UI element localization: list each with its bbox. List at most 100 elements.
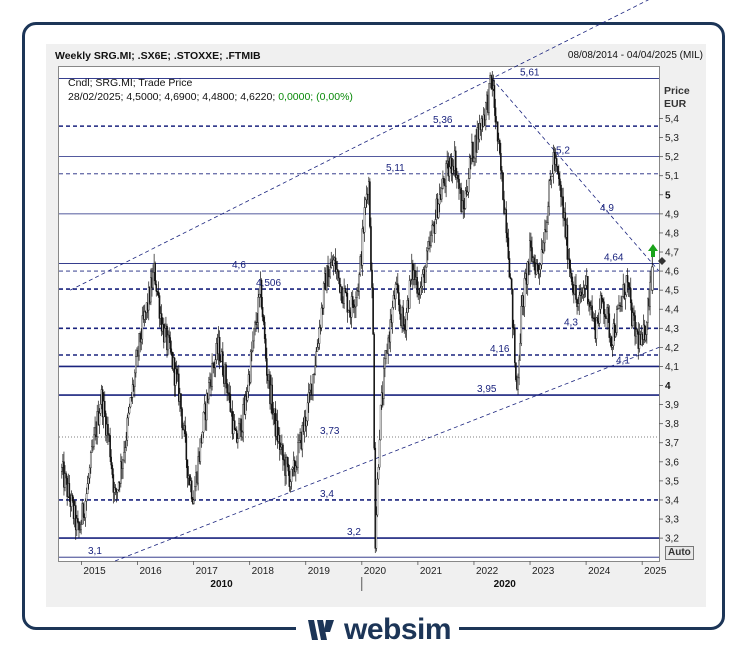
- candle-body: [123, 451, 125, 461]
- candle-body: [334, 257, 337, 272]
- candle-body: [602, 298, 604, 302]
- candle-body: [116, 489, 119, 493]
- candle-body: [482, 114, 485, 127]
- y-tick-label-7: 3,9: [665, 400, 679, 411]
- candle-body: [384, 358, 386, 369]
- candle-body: [131, 384, 134, 398]
- candle-body: [290, 468, 293, 482]
- candle-body: [251, 350, 253, 352]
- candle-body: [365, 193, 368, 201]
- candle-body: [646, 322, 648, 335]
- candle-body: [427, 248, 429, 252]
- candle-body: [307, 392, 310, 404]
- candle-body: [629, 288, 632, 304]
- candle-body: [624, 294, 627, 299]
- y-tick-label-4: 3,6: [665, 457, 679, 468]
- candle-body: [531, 247, 533, 262]
- candle-body: [361, 228, 364, 266]
- candle-body: [175, 368, 178, 375]
- candle-body: [314, 365, 316, 375]
- last-candle-body: [650, 266, 654, 291]
- candle-body: [416, 277, 418, 294]
- candle-body: [476, 127, 479, 153]
- candle-body: [108, 434, 110, 436]
- candle-body: [256, 322, 258, 326]
- candle-body: [74, 505, 77, 531]
- candle-body: [539, 264, 542, 270]
- y-tick-label-21: 5,3: [665, 133, 679, 144]
- candle-body: [247, 374, 250, 392]
- candle-body: [512, 327, 515, 330]
- candle-body: [87, 477, 90, 484]
- candle-body: [377, 467, 380, 480]
- candle-body: [332, 259, 335, 266]
- candle-body: [566, 224, 569, 260]
- change-values: 0,0000; (0,00%): [278, 91, 353, 103]
- candle-body: [150, 277, 152, 303]
- candle-body: [199, 438, 202, 462]
- candle-body: [152, 272, 154, 288]
- candle-body: [403, 324, 406, 327]
- candle-body: [190, 480, 193, 500]
- candle-body: [424, 266, 427, 283]
- plot-area[interactable]: [58, 66, 660, 562]
- candle-body: [89, 452, 92, 469]
- candle-body: [320, 307, 323, 328]
- units-currency: EUR: [664, 98, 687, 110]
- candle-body: [505, 209, 508, 234]
- candle-body: [397, 283, 399, 293]
- candle-body: [128, 406, 131, 414]
- candle-body: [626, 275, 629, 283]
- candle-body: [364, 199, 367, 208]
- candle-body: [494, 107, 497, 123]
- candle-body: [511, 288, 514, 328]
- candle-body: [595, 317, 598, 339]
- candle-body: [316, 347, 319, 352]
- candle-body: [536, 263, 539, 266]
- candle-body: [158, 295, 161, 319]
- candle-body: [420, 286, 423, 289]
- candle-body: [71, 494, 74, 502]
- level-label-9: 4,16: [490, 344, 510, 355]
- candle-body: [124, 447, 126, 453]
- candle-body: [156, 290, 159, 292]
- candle-body: [385, 350, 387, 359]
- candle-body: [355, 297, 357, 307]
- y-tick-label-5: 3,7: [665, 438, 679, 449]
- candle-body: [242, 404, 245, 433]
- candle-body: [443, 178, 445, 184]
- candle-body: [517, 377, 519, 390]
- candle-body: [155, 284, 158, 292]
- candle-body: [234, 429, 237, 431]
- candle-body: [523, 278, 526, 307]
- candle-body: [402, 307, 404, 325]
- candle-body: [577, 303, 579, 308]
- candle-body: [194, 486, 196, 501]
- candle-body: [185, 433, 188, 460]
- candle-body: [253, 328, 255, 342]
- chart-title: Weekly SRG.MI; .SX6E; .STOXXE; .FTMIB: [55, 50, 261, 62]
- candle-body: [614, 332, 617, 337]
- candle-body: [254, 321, 256, 330]
- candle-body: [559, 178, 561, 186]
- candle-body: [568, 258, 571, 269]
- candle-body: [337, 270, 340, 279]
- candle-body: [599, 295, 602, 310]
- candle-body: [363, 207, 366, 233]
- candle-body: [498, 140, 501, 154]
- level-label-10: 4,1: [616, 355, 630, 366]
- candle-body: [139, 333, 141, 343]
- x-tick-label-9: 2024: [588, 566, 611, 577]
- candle-body: [218, 336, 221, 362]
- candle-body: [306, 402, 309, 422]
- candle-body: [374, 447, 377, 549]
- candle-body: [617, 308, 619, 310]
- candle-body: [506, 232, 509, 239]
- candle-body: [308, 389, 311, 393]
- candle-body: [647, 298, 649, 323]
- candle-body: [343, 288, 345, 304]
- candle-body: [201, 431, 204, 444]
- auto-scale-button[interactable]: Auto: [665, 546, 694, 560]
- candle-body: [438, 194, 441, 205]
- candle-body: [509, 277, 512, 279]
